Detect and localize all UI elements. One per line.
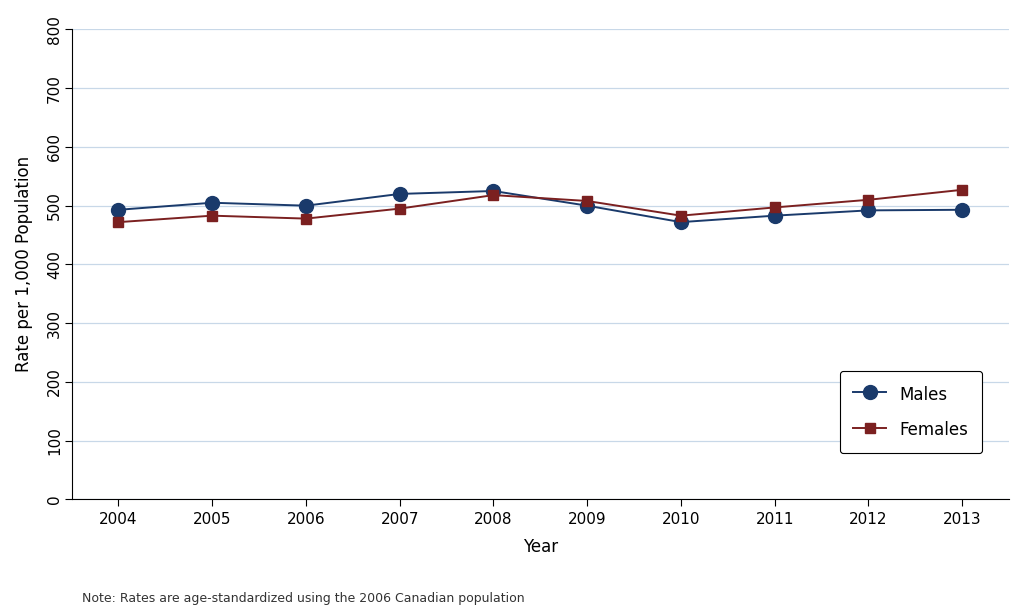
Text: Note: Rates are age-standardized using the 2006 Canadian population: Note: Rates are age-standardized using t… bbox=[82, 592, 524, 605]
Males bbox=[487, 187, 500, 195]
X-axis label: Year: Year bbox=[522, 538, 558, 556]
Females bbox=[300, 215, 312, 222]
Males bbox=[113, 206, 125, 214]
Females bbox=[768, 204, 780, 211]
Males bbox=[581, 202, 593, 209]
Legend: Males, Females: Males, Females bbox=[840, 371, 982, 454]
Males bbox=[675, 219, 687, 226]
Y-axis label: Rate per 1,000 Population: Rate per 1,000 Population bbox=[15, 157, 33, 373]
Line: Males: Males bbox=[112, 184, 969, 229]
Males bbox=[768, 212, 780, 219]
Females bbox=[113, 219, 125, 226]
Females bbox=[862, 196, 874, 203]
Males bbox=[393, 190, 406, 198]
Line: Females: Females bbox=[114, 185, 967, 227]
Males bbox=[300, 202, 312, 209]
Females bbox=[487, 192, 500, 199]
Males bbox=[206, 199, 218, 206]
Females bbox=[581, 197, 593, 204]
Females bbox=[393, 205, 406, 212]
Females bbox=[956, 186, 969, 193]
Males bbox=[862, 207, 874, 214]
Females bbox=[675, 212, 687, 219]
Males bbox=[956, 206, 969, 214]
Females bbox=[206, 212, 218, 219]
